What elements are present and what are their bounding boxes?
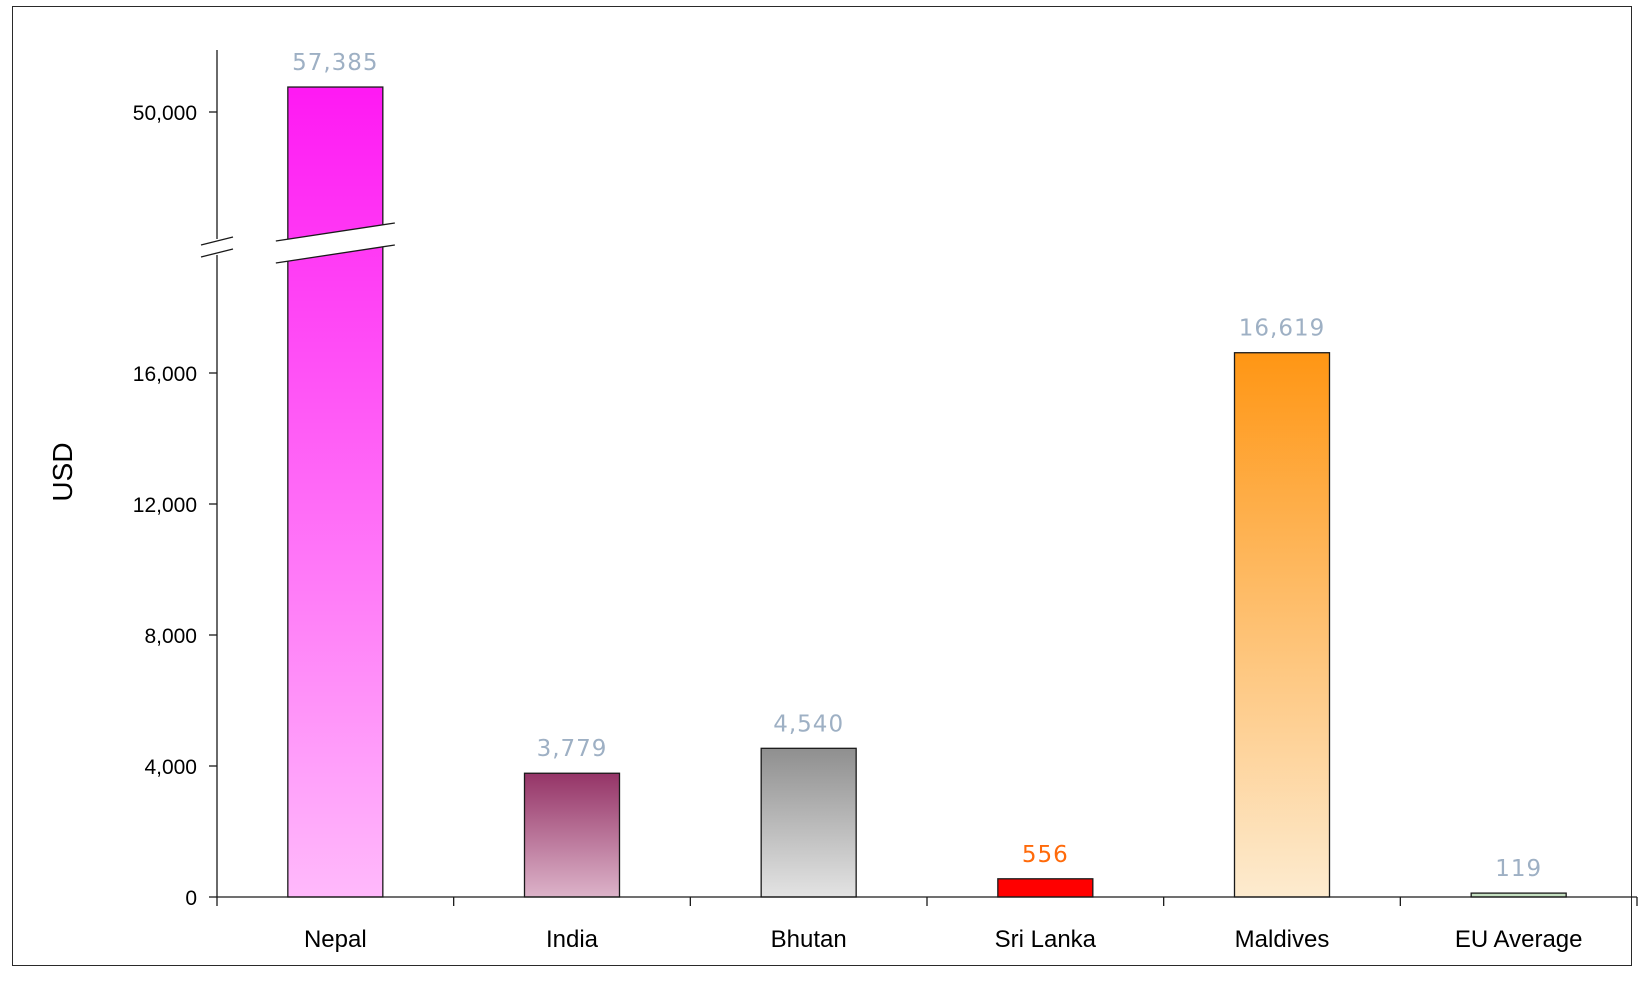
category-label-nepal: Nepal [304, 926, 367, 953]
data-label-india: 3,779 [537, 736, 608, 762]
axis-break-line [275, 222, 395, 242]
data-label-maldives: 16,619 [1239, 316, 1325, 342]
y-axis-title: USD [47, 442, 78, 501]
category-label-eu-average: EU Average [1455, 926, 1583, 953]
bar-bhutan [760, 747, 857, 898]
axis-break-gap [275, 223, 395, 263]
bar-nepal [287, 86, 384, 898]
axis-break-line [275, 244, 395, 264]
y-tick-label: 50,000 [133, 102, 197, 125]
category-label-maldives: Maldives [1235, 926, 1330, 953]
data-label-eu-average: 119 [1495, 856, 1542, 882]
y-tick-label: 12,000 [133, 494, 197, 517]
data-label-nepal: 57,385 [292, 50, 378, 76]
bar-india [523, 772, 621, 898]
y-axis-break-mark [200, 236, 234, 246]
y-tick-label: 0 [185, 887, 197, 910]
category-label-bhutan: Bhutan [771, 926, 847, 953]
bar-maldives [1233, 352, 1331, 898]
category-label-sri-lanka: Sri Lanka [995, 926, 1097, 953]
bar-sri-lanka [997, 878, 1094, 898]
y-tick-label: 4,000 [144, 756, 197, 779]
y-axis-break-mark [200, 248, 234, 258]
y-tick-label: 16,000 [133, 363, 197, 386]
data-label-sri-lanka: 556 [1022, 842, 1069, 868]
category-label-india: India [546, 926, 599, 953]
y-tick-label: 8,000 [144, 625, 197, 648]
data-label-bhutan: 4,540 [773, 711, 844, 737]
